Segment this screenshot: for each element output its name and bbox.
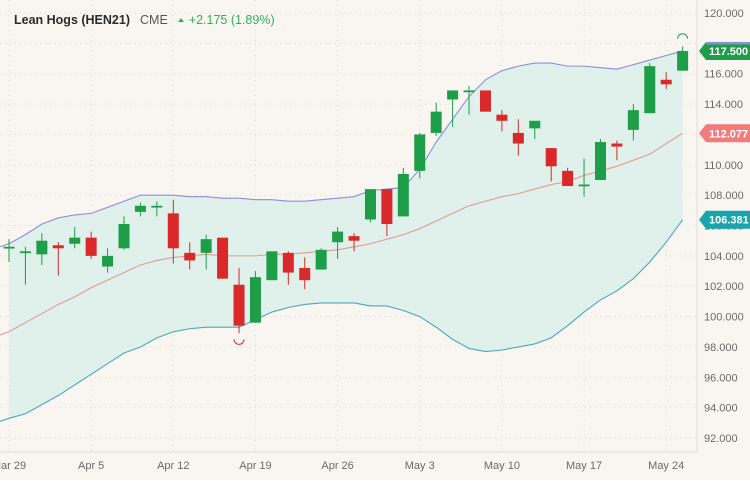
lower-band-tag-text: 106.381	[709, 215, 749, 227]
y-axis-label: 114.000	[704, 99, 743, 111]
candle-body	[364, 189, 376, 220]
candle-body	[3, 246, 15, 249]
candle-body	[545, 148, 557, 167]
x-axis-label: Mar 29	[0, 460, 26, 472]
up-arrow-icon	[177, 18, 184, 22]
candle-body	[611, 143, 623, 147]
candle-body	[529, 120, 541, 129]
x-axis-label: Apr 26	[321, 460, 353, 472]
candle-body	[381, 189, 393, 225]
x-axis-label: Apr 19	[239, 460, 271, 472]
candle-body	[19, 251, 31, 254]
y-axis-label: 102.000	[704, 281, 744, 293]
candle-body	[69, 237, 81, 244]
x-axis-label: May 24	[648, 460, 684, 472]
candle-body	[397, 173, 409, 217]
candle-body	[332, 231, 344, 243]
candle-body	[348, 236, 360, 241]
last-price-tag	[699, 41, 750, 60]
candle-body	[36, 240, 48, 255]
candle-body	[562, 170, 574, 187]
candle-body	[594, 142, 606, 180]
candle-body	[496, 114, 508, 121]
candle-body	[233, 284, 245, 326]
candle-body	[118, 224, 130, 249]
y-axis-label: 116.000	[704, 69, 743, 81]
price-change: +2.175 (1.89%)	[177, 13, 275, 27]
candle-body	[414, 134, 426, 171]
candle-body	[134, 205, 146, 212]
candle-body	[447, 90, 459, 100]
candle-body	[627, 110, 639, 130]
candle-body	[282, 252, 294, 273]
y-axis-label: 110.000	[704, 160, 743, 172]
x-axis-label: Apr 12	[157, 460, 189, 472]
bollinger-band-fill	[9, 50, 683, 419]
upper-band-line	[0, 50, 683, 248]
candle-body	[479, 90, 491, 112]
y-axis-label: 94.000	[704, 403, 738, 415]
last-price-tag-accent	[706, 41, 750, 45]
y-axis-label: 104.000	[704, 251, 744, 263]
price-change-value: +2.175 (1.89%)	[188, 13, 275, 27]
high-marker-icon	[677, 33, 689, 39]
y-axis-label: 98.000	[704, 342, 738, 354]
lower-band-tag	[699, 210, 750, 229]
x-axis-label: May 3	[405, 460, 435, 472]
candle-body	[249, 277, 261, 323]
candle-body	[578, 184, 590, 187]
candle-body	[52, 245, 64, 249]
middle-band-tag	[699, 124, 750, 143]
candle-body	[299, 268, 311, 281]
x-axis-label: May 10	[484, 460, 520, 472]
candle-body	[660, 79, 672, 85]
y-axis-label: 120.000	[704, 8, 744, 20]
candlestick-chart[interactable]: 92.000 94.000 96.000 98.000 100.000 102.000 10…	[0, 0, 750, 480]
candle-body	[217, 237, 229, 279]
instrument-title: Lean Hogs (HEN21)	[14, 13, 130, 27]
chart-header: Lean Hogs (HEN21) CME +2.175 (1.89%)	[14, 10, 275, 30]
candle-body	[266, 251, 278, 281]
candle-body	[644, 66, 656, 114]
candle-body	[315, 249, 327, 270]
chart-panel: Lean Hogs (HEN21) CME +2.175 (1.89%) 92.…	[0, 0, 750, 480]
candle-body	[151, 205, 163, 208]
candle-body	[512, 132, 524, 144]
x-axis-label: May 17	[566, 460, 602, 472]
candle-body	[430, 111, 442, 133]
candle-body	[102, 255, 114, 267]
last-price-tag-text: 117.500	[709, 46, 748, 58]
candle-body	[677, 50, 689, 71]
middle-band-tag-text: 112.077	[709, 128, 748, 140]
x-axis-label: Apr 5	[78, 460, 104, 472]
candle-body	[200, 239, 212, 253]
low-marker-icon	[233, 339, 245, 345]
y-axis-label: 92.000	[704, 433, 738, 445]
y-axis-label: 96.000	[704, 372, 738, 384]
lower-band-line	[0, 219, 684, 422]
candle-body	[184, 252, 196, 261]
y-axis-label: 108.000	[704, 190, 744, 202]
candle-body	[463, 90, 475, 93]
y-axis-label: 100.000	[704, 312, 744, 324]
candle-body	[167, 213, 179, 249]
exchange-label: CME	[140, 13, 168, 27]
candle-body	[85, 237, 97, 256]
